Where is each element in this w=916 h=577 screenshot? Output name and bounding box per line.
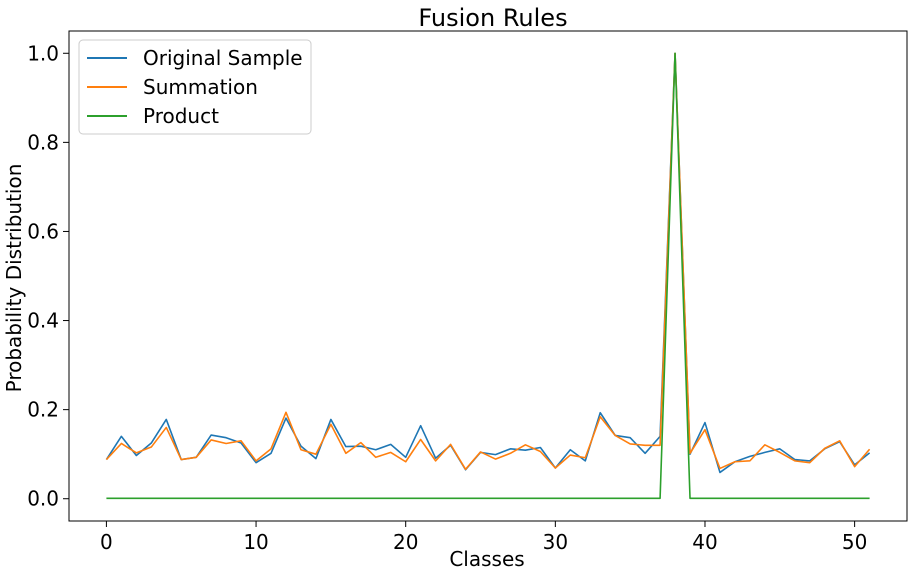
series-line-original-sample (105, 52, 871, 474)
x-tick-label: 10 (243, 530, 268, 554)
y-tick-label: 0.4 (27, 309, 59, 333)
legend-label-summation: Summation (143, 75, 258, 99)
legend: Original Sample Summation Product (78, 39, 312, 135)
legend-label-product: Product (143, 104, 219, 128)
series-line-product (106, 52, 870, 500)
series-line-summation (105, 52, 871, 471)
x-axis: 0 10 20 30 40 50 (100, 521, 867, 554)
legend-label-original-sample: Original Sample (143, 46, 303, 70)
plot-lines (105, 52, 871, 500)
x-tick-label: 0 (100, 530, 113, 554)
x-tick-label: 50 (842, 530, 867, 554)
y-tick-label: 0.8 (27, 130, 59, 154)
y-tick-label: 0.2 (27, 398, 59, 422)
x-tick-label: 40 (692, 530, 717, 554)
chart-title: Fusion Rules (418, 4, 567, 32)
y-tick-label: 1.0 (27, 41, 59, 65)
y-tick-label: 0.6 (27, 219, 59, 243)
y-tick-label: 0.0 (27, 487, 59, 511)
plot-frame (68, 30, 908, 522)
y-axis-label: Probability Distribution (2, 164, 26, 393)
legend-box (78, 39, 312, 135)
x-axis-label: Classes (449, 547, 524, 571)
y-axis: 0.0 0.2 0.4 0.6 0.8 1.0 (27, 41, 69, 511)
x-tick-label: 20 (393, 530, 418, 554)
x-tick-label: 30 (543, 530, 568, 554)
